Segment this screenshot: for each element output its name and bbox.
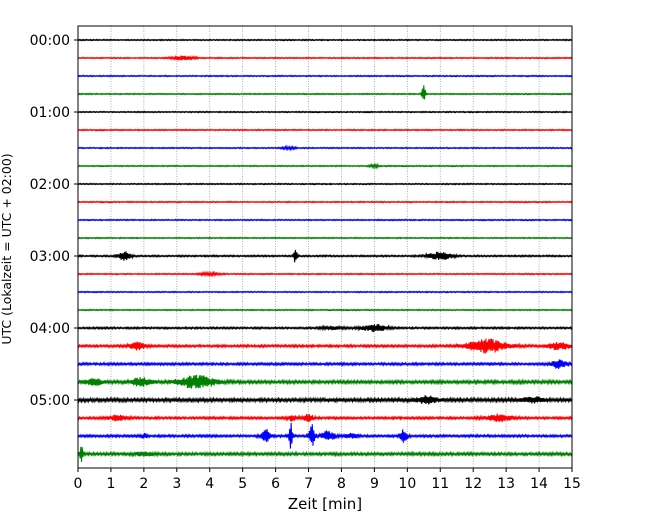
trace-10 (77, 218, 573, 222)
y-tick-label-3: 03:00 (30, 249, 70, 265)
grid-lines (110, 26, 540, 468)
x-tick-label-14: 14 (530, 476, 548, 492)
y-tick-label-4: 04:00 (30, 321, 70, 337)
trace-7 (77, 162, 573, 170)
x-tick-label-4: 4 (205, 476, 214, 492)
trace-23 (77, 446, 573, 462)
y-tick-label-2: 02:00 (30, 177, 70, 193)
trace-3 (77, 85, 573, 100)
trace-18 (77, 359, 573, 369)
trace-6 (77, 144, 573, 152)
trace-20 (77, 395, 573, 405)
trace-0 (77, 38, 573, 42)
trace-11 (77, 236, 573, 240)
x-tick-label-0: 0 (74, 476, 83, 492)
trace-9 (77, 200, 573, 204)
x-tick-label-11: 11 (431, 476, 449, 492)
y-tick-label-1: 01:00 (30, 105, 70, 121)
trace-17 (77, 338, 573, 354)
y-axis-ticks: 00:00 01:00 02:00 03:00 04:00 05:00 (30, 33, 78, 409)
trace-2 (77, 74, 573, 78)
trace-1 (77, 54, 573, 62)
x-tick-label-10: 10 (398, 476, 416, 492)
x-axis-label: Zeit [min] (288, 495, 362, 513)
trace-15 (77, 308, 573, 312)
trace-5 (77, 128, 573, 132)
x-tick-label-15: 15 (563, 476, 581, 492)
x-tick-label-12: 12 (464, 476, 482, 492)
x-tick-label-13: 13 (497, 476, 515, 492)
y-tick-label-0: 00:00 (30, 33, 70, 49)
x-tick-label-5: 5 (238, 476, 247, 492)
x-tick-label-2: 2 (139, 476, 148, 492)
trace-13 (77, 270, 573, 278)
trace-16 (77, 324, 573, 333)
x-tick-label-1: 1 (106, 476, 115, 492)
trace-22 (77, 422, 573, 449)
seismogram-traces (77, 38, 573, 462)
y-axis-label: UTC (Lokalzeit = UTC + 02:00) (0, 153, 14, 344)
trace-14 (77, 290, 573, 294)
trace-19 (77, 374, 573, 389)
plot-frame (77, 25, 573, 469)
x-tick-label-9: 9 (370, 476, 379, 492)
trace-4 (77, 110, 573, 114)
x-tick-label-8: 8 (337, 476, 346, 492)
trace-21 (77, 413, 573, 423)
x-tick-label-7: 7 (304, 476, 313, 492)
x-axis-ticks: 0 1 2 3 4 5 6 7 8 9 10 11 12 13 14 15 (74, 468, 581, 492)
x-tick-label-3: 3 (172, 476, 181, 492)
trace-12 (77, 249, 573, 263)
trace-8 (77, 182, 573, 186)
x-tick-label-6: 6 (271, 476, 280, 492)
y-tick-label-5: 05:00 (30, 393, 70, 409)
